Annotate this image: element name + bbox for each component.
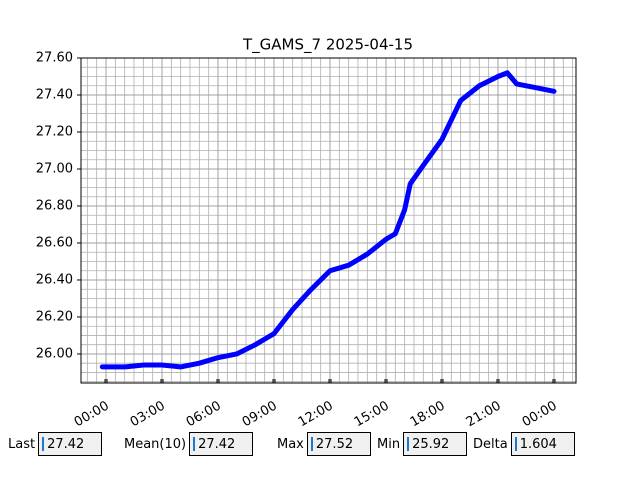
stat-label: Min	[377, 436, 401, 452]
stat-value[interactable]: 25.92	[403, 432, 468, 456]
y-tick-label: 26.00	[36, 346, 73, 361]
stat-value[interactable]: 1.604	[510, 432, 575, 456]
y-tick-label: 27.60	[36, 51, 73, 66]
y-tick-label: 27.00	[36, 161, 73, 176]
grid	[81, 58, 576, 383]
y-tick-label: 27.40	[36, 87, 73, 102]
x-tick-label: 06:00	[184, 399, 224, 430]
stat-label: Max	[277, 436, 304, 452]
chart: T_GAMS_7 2025-04-15 26.00 26.20 26.40 26.60…	[36, 36, 577, 430]
x-tick-label: 18:00	[408, 399, 448, 430]
x-tick-label: 09:00	[240, 399, 280, 430]
stat-field: Delta 1.604	[473, 432, 575, 456]
x-tick-label: 00:00	[72, 399, 112, 430]
stat-field: Max 27.52	[277, 432, 371, 456]
chart-title: T_GAMS_7 2025-04-15	[242, 36, 413, 55]
plot-frame	[80, 57, 577, 384]
stat-label: Mean(10)	[124, 436, 187, 452]
x-tick-label: 15:00	[352, 399, 392, 430]
x-tick-label: 21:00	[464, 399, 504, 430]
y-tick-label: 27.20	[36, 124, 73, 139]
stat-value[interactable]: 27.42	[38, 432, 103, 456]
stat-value[interactable]: 27.52	[306, 432, 371, 456]
stat-field: Min 25.92	[377, 432, 468, 456]
stat-value[interactable]: 27.42	[189, 432, 254, 456]
x-tick-label: 03:00	[128, 399, 168, 430]
y-tick-label: 26.20	[36, 309, 73, 324]
x-tick-label: 00:00	[520, 399, 560, 430]
y-tick-label: 26.60	[36, 235, 73, 250]
data-line	[99, 70, 557, 370]
y-tick-label: 26.40	[36, 272, 73, 287]
stat-label: Last	[8, 436, 36, 452]
x-tick-label: 12:00	[296, 399, 336, 430]
y-tick-label: 26.80	[36, 198, 73, 213]
stat-field: Mean(10) 27.42	[124, 432, 254, 456]
stat-field: Last 27.42	[8, 432, 103, 456]
stat-label: Delta	[473, 436, 508, 452]
